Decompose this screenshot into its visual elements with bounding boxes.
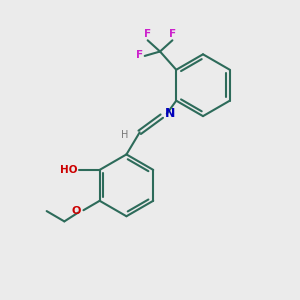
Text: N: N xyxy=(165,107,175,120)
Text: HO: HO xyxy=(60,165,78,175)
Text: F: F xyxy=(143,29,151,39)
Text: F: F xyxy=(169,29,176,39)
Text: F: F xyxy=(136,50,143,60)
Text: H: H xyxy=(121,130,128,140)
Text: O: O xyxy=(72,206,81,216)
